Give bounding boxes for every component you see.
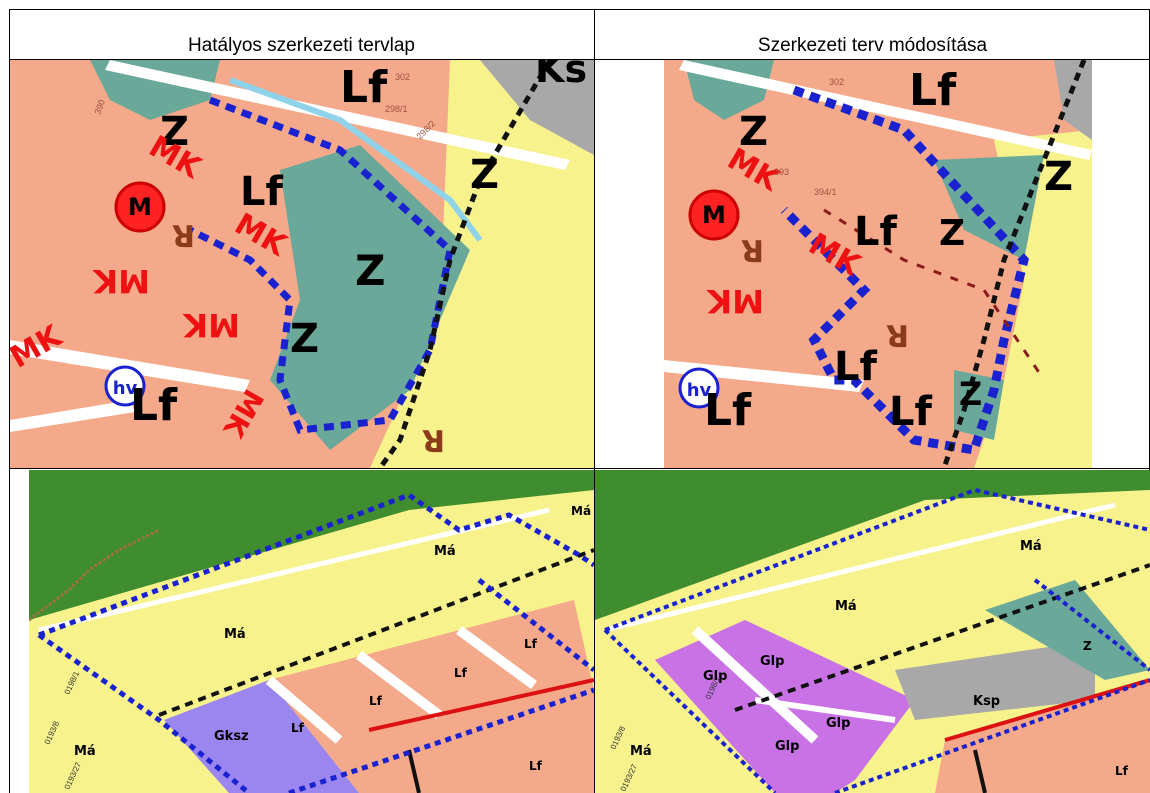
label-ma: Má [630,744,652,759]
label-m: M [128,193,152,221]
label-r: R [741,232,764,267]
label-ma: Má [74,744,96,759]
map-bottom-right-modified: Má Má Z Ksp Glp Glp Glp Glp Má Lf 0198/1… [595,470,1150,793]
label-ma: Má [835,599,857,614]
label-z: Z [959,375,982,413]
label-ksp: Ksp [973,694,1000,709]
label-mk: MK [706,282,764,320]
label-glp: Glp [775,739,799,754]
parcel-number: 302 [829,77,844,87]
label-ma: Má [1020,539,1042,554]
label-mk: MK [182,306,240,344]
label-z: Z [1083,639,1092,653]
row-divider [9,468,1150,469]
parcel-number: 298/1 [385,104,408,114]
label-lf: Lf [1115,764,1129,778]
map-top-right-modified: M hv Lf Z Lf Z Z Lf Lf Z Lf MK MK MK R R… [664,60,1092,468]
label-lf: Lf [524,637,538,651]
label-r: R [422,422,445,457]
label-lf: Lf [130,380,178,431]
comparison-table: Hatályos szerkezeti tervlap Szerkezeti t… [9,9,1150,793]
map-bottom-left-current: Má Má Lf Lf Lf Lf Gksz Má Lf Má 0198/1 0… [29,470,594,793]
label-z: Z [290,316,319,362]
label-z: Z [470,152,499,198]
parcel-number: 302 [395,72,410,82]
label-z: Z [355,246,385,295]
label-gksz: Gksz [214,729,249,744]
label-mk: MK [92,262,150,300]
label-ma: Má [434,544,456,559]
label-ks: Ks [535,60,587,91]
label-lf: Lf [291,721,305,735]
label-glp: Glp [826,716,850,731]
label-lf: Lf [854,209,897,255]
label-glp: Glp [760,654,784,669]
label-lf: Lf [454,666,468,680]
parcel-number: 393 [774,167,789,177]
parcel-number: 394/1 [814,187,837,197]
label-lf: Lf [340,62,388,113]
label-lf: Lf [909,65,957,116]
label-lf: Lf [834,344,877,390]
label-lf: Lf [369,694,383,708]
label-ma: Má [224,627,246,642]
label-lf: Lf [889,389,932,435]
header-modified-plan: Szerkezeti terv módosítása [595,9,1150,60]
label-r: R [886,317,909,352]
label-z: Z [1044,154,1073,200]
label-lf: Lf [704,385,752,436]
label-ma: Má [571,504,591,518]
label-r: R [172,217,195,252]
label-m: M [702,201,726,229]
map-top-left-current: M hv Lf Z Lf Z Z Z Ks Lf MK MK MK MK MK … [10,60,594,468]
label-z: Z [939,213,965,254]
header-current-plan: Hatályos szerkezeti tervlap [9,9,594,60]
label-lf: Lf [529,759,543,773]
